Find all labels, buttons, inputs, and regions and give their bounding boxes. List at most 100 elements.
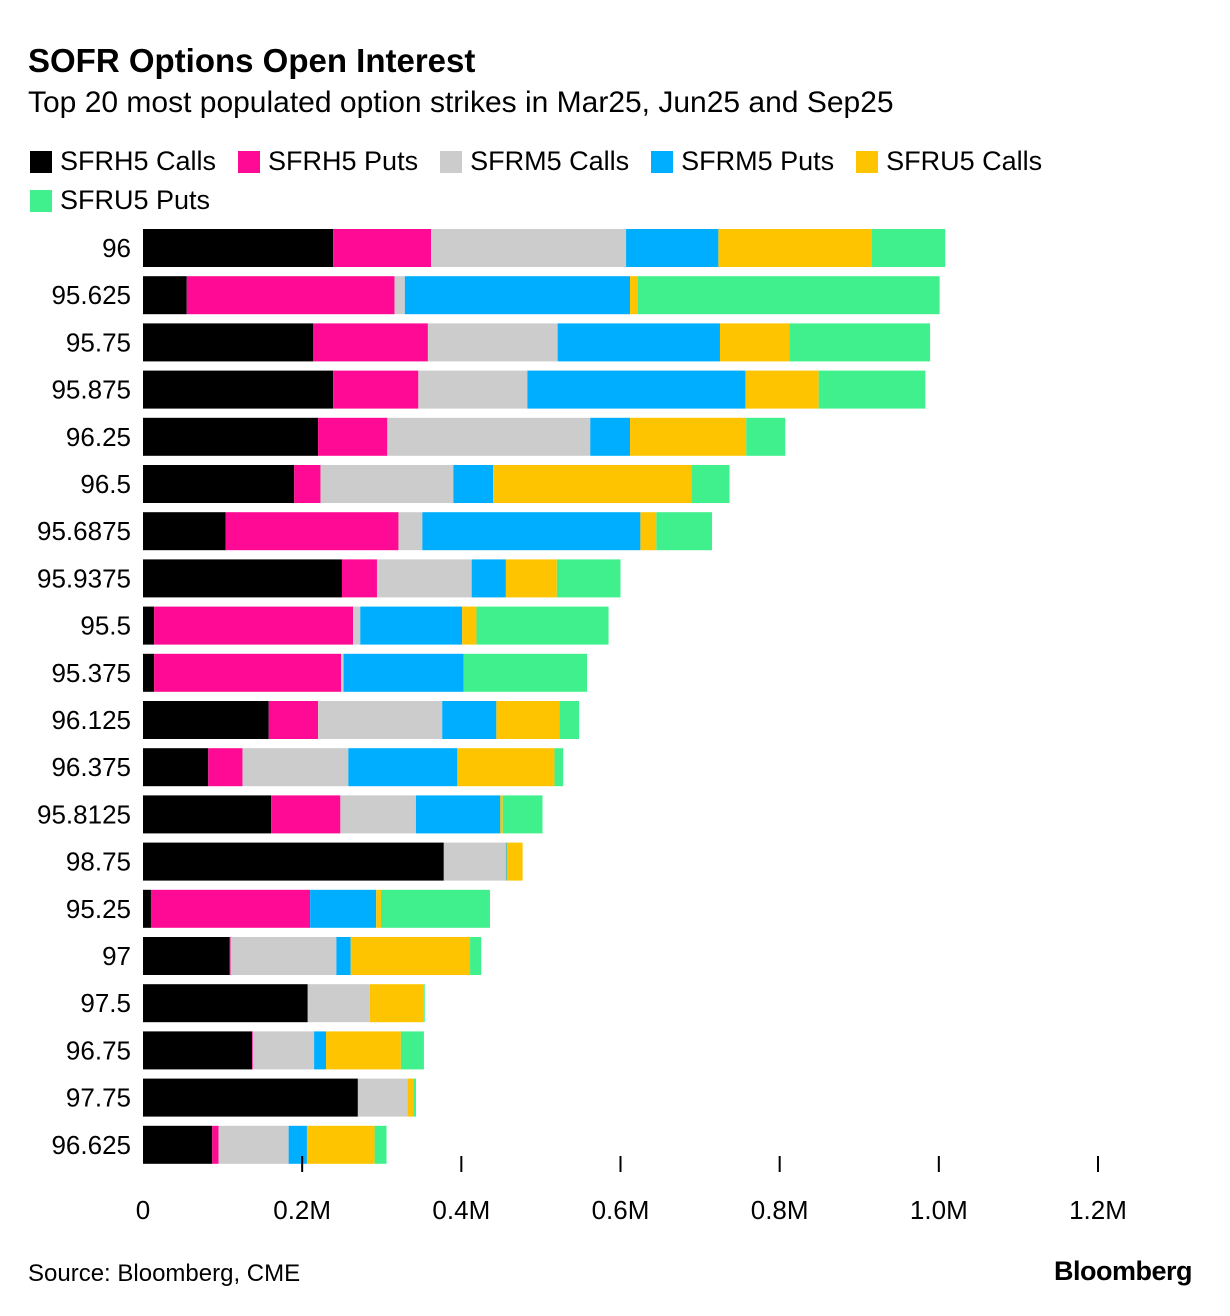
bar-segment <box>407 1078 414 1117</box>
bar-segment <box>423 984 425 1023</box>
bar-segment <box>143 937 230 975</box>
bar-segment <box>691 465 730 503</box>
bar-segment <box>242 748 349 787</box>
legend-swatch <box>238 150 261 173</box>
bar-segment <box>143 842 444 881</box>
bloomberg-logo: Bloomberg <box>1053 1256 1193 1286</box>
bar-segment <box>154 653 342 692</box>
bar-segment <box>143 229 334 267</box>
bar-segment <box>229 937 231 975</box>
legend: SFRH5 Calls SFRH5 Puts SFRM5 Calls SFRM5 Pu… <box>30 146 1180 216</box>
bar-segment <box>154 606 354 645</box>
bar-segment <box>745 370 819 409</box>
legend-item: SFRH5 Puts <box>238 146 418 177</box>
category-label: 95.25 <box>66 894 131 924</box>
chart-subtitle: Top 20 most populated option strikes in … <box>28 86 894 119</box>
legend-item: SFRM5 Puts <box>651 146 834 177</box>
bar-segment <box>143 512 226 551</box>
bar-segment <box>415 795 501 834</box>
bar-segment <box>143 1078 358 1117</box>
bar-segment <box>307 984 370 1023</box>
category-label: 95.9375 <box>37 563 131 593</box>
bar-segment <box>506 842 523 881</box>
bar-segment <box>230 937 337 975</box>
category-label: 96.25 <box>66 422 131 452</box>
bar-segment <box>357 1078 408 1117</box>
bar-segment <box>360 606 463 645</box>
bar-segment <box>369 984 424 1023</box>
legend-swatch <box>651 150 674 173</box>
bar-segment <box>453 465 494 503</box>
bar-segment <box>746 417 786 456</box>
category-label: 96.75 <box>66 1035 131 1065</box>
bar-segment <box>640 512 657 551</box>
bar-segment <box>719 323 790 362</box>
bar-segment <box>143 559 342 598</box>
bar-segment <box>387 417 591 456</box>
bar-segment <box>422 512 641 551</box>
category-label: 96.375 <box>51 752 131 782</box>
bar-segment <box>418 370 528 409</box>
bar-segment <box>143 889 151 928</box>
legend-label: SFRH5 Calls <box>60 146 217 176</box>
bar-segment <box>150 889 311 928</box>
bar-segment <box>336 937 351 975</box>
bar-segment <box>470 937 482 975</box>
bar-segment <box>590 417 631 456</box>
category-label: 95.375 <box>51 658 131 688</box>
bar-segment <box>225 512 399 551</box>
bar-segment <box>557 323 720 362</box>
bar-segment <box>443 842 506 881</box>
bar-segment <box>400 1031 424 1070</box>
bar-segment <box>818 370 926 409</box>
bar-segment <box>398 512 423 551</box>
bar-segment <box>556 559 621 598</box>
legend-label: SFRU5 Calls <box>886 146 1043 176</box>
bar-segment <box>341 559 377 598</box>
bar-segment <box>318 701 443 739</box>
bar-segment <box>143 276 187 315</box>
legend-label: SFRH5 Puts <box>268 146 419 176</box>
bar-segment <box>789 323 931 362</box>
bar-segment <box>326 1031 401 1070</box>
legend-label: SFRU5 Puts <box>60 185 211 215</box>
bar-segment <box>476 606 609 645</box>
x-tick-label: 0.6M <box>592 1195 650 1225</box>
category-label: 95.5 <box>80 611 131 641</box>
bar-segment <box>268 701 319 739</box>
bar-segment <box>143 370 334 409</box>
x-tick-label: 0.8M <box>751 1195 809 1225</box>
bar-segment <box>462 606 477 645</box>
x-tick-label: 1.2M <box>1069 1195 1127 1225</box>
bar-segment <box>288 1125 307 1164</box>
bar-segment <box>143 1031 253 1070</box>
bar-segment <box>143 701 269 739</box>
bar-segment <box>431 229 627 267</box>
category-label: 96.5 <box>80 469 131 499</box>
bar-segment <box>457 748 555 787</box>
bar-segment <box>638 276 940 315</box>
bar-segment <box>427 323 558 362</box>
bar-segment <box>314 1031 327 1070</box>
legend-swatch <box>440 150 463 173</box>
bar-segment <box>143 465 295 503</box>
bar-segment <box>871 229 946 267</box>
bar-segment <box>340 795 416 834</box>
bar-segment <box>442 701 497 739</box>
bar-segment <box>630 276 639 315</box>
category-label: 95.75 <box>66 327 131 357</box>
bar-segment <box>143 1125 213 1164</box>
category-label: 95.875 <box>51 375 131 405</box>
bar-segment <box>376 889 381 928</box>
bar-segment <box>348 748 458 787</box>
bar-segment <box>143 323 314 362</box>
legend-item: SFRU5 Calls <box>856 146 1042 177</box>
category-label: 96 <box>102 233 131 263</box>
bar-segment <box>313 323 428 362</box>
chart-title: SOFR Options Open Interest <box>28 42 476 79</box>
bar-segment <box>294 465 321 503</box>
bar-segment <box>218 1125 289 1164</box>
bar-segment <box>333 229 432 267</box>
category-label: 96.625 <box>51 1130 131 1160</box>
